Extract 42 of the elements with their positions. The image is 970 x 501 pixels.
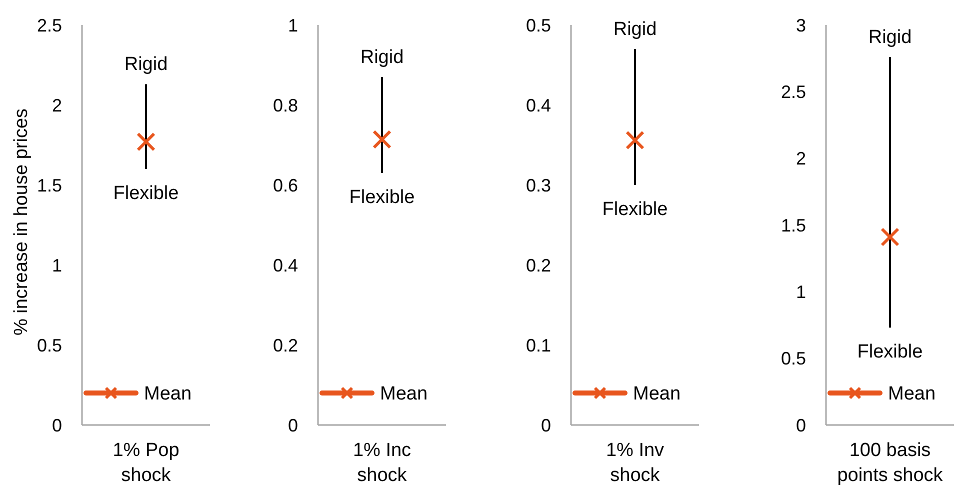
y-tick-label: 1.5 — [36, 175, 62, 196]
y-tick-label: 1 — [288, 15, 298, 36]
y-tick-label: 0.2 — [272, 335, 298, 356]
y-tick-label: 0.1 — [526, 335, 551, 356]
y-tick-label: 0.6 — [272, 175, 298, 196]
y-tick-label: 2.5 — [780, 82, 806, 102]
y-tick-label: 0.3 — [526, 175, 551, 196]
annotation: Flexible — [602, 199, 668, 220]
y-tick-label: 0 — [796, 415, 806, 436]
annotation: Rigid — [360, 47, 404, 68]
x-tick-label: 1% Pop shock — [112, 440, 180, 486]
y-axis-title: % increase in house prices — [11, 108, 32, 336]
y-tick-label: 2 — [52, 95, 62, 116]
legend-label: Mean — [144, 384, 192, 405]
annotation: Flexible — [113, 183, 179, 204]
y-tick-label: 0.4 — [272, 255, 298, 276]
y-tick-label: 0.4 — [526, 95, 551, 116]
y-tick-label: 0 — [288, 415, 298, 436]
annotation: Rigid — [124, 54, 168, 76]
x-tick-label: 100 basis points shock — [837, 440, 944, 486]
y-tick-label: 0 — [52, 415, 62, 436]
y-tick-label: 0 — [540, 415, 551, 436]
y-tick-label: 0.5 — [526, 15, 551, 36]
y-tick-label: 0.5 — [780, 348, 806, 369]
legend-label: Mean — [380, 384, 428, 405]
annotation: Rigid — [613, 19, 657, 40]
y-tick-label: 1.5 — [780, 215, 806, 236]
x-tick-label: 1% Inc shock — [352, 440, 412, 486]
y-tick-label: 1 — [796, 282, 806, 302]
y-tick-label: 1 — [52, 255, 62, 276]
annotation: Flexible — [857, 342, 923, 363]
y-tick-label: 0.2 — [526, 255, 551, 276]
annotation: Rigid — [868, 27, 912, 48]
y-tick-label: 2 — [796, 148, 806, 169]
y-tick-label: 2.5 — [36, 15, 62, 36]
y-tick-label: 0.5 — [36, 335, 62, 356]
y-tick-label: 3 — [796, 15, 806, 36]
legend-label: Mean — [633, 384, 681, 405]
legend-label: Mean — [888, 384, 936, 405]
annotation: Flexible — [349, 187, 415, 208]
x-tick-label: 1% Inv shock — [606, 440, 665, 486]
y-tick-label: 0.8 — [272, 95, 298, 116]
